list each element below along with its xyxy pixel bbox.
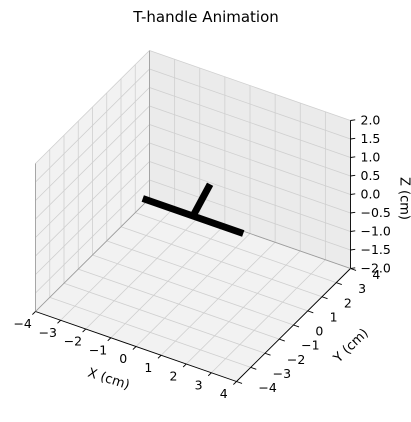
grid-line [149, 87, 351, 158]
x-tick-label: −4 [13, 316, 31, 331]
z-tick-label: 0.5 [361, 168, 381, 183]
z-tick-label: 2.0 [361, 113, 381, 128]
grid-line [63, 282, 266, 354]
y-tick-label: 3 [358, 281, 366, 296]
y-tick [321, 296, 328, 300]
grid-line [35, 179, 150, 294]
grid-line [135, 212, 337, 284]
grid-line [149, 68, 351, 140]
grid-line [149, 105, 351, 177]
x-axis-label: X (cm) [86, 366, 132, 394]
y-tick [250, 366, 257, 370]
x-tick [107, 337, 112, 342]
z-tick [350, 156, 356, 158]
z-tick [350, 174, 356, 177]
y-tick-label: −2 [287, 352, 305, 367]
z-tick-label: −2.0 [361, 261, 391, 276]
x-tick [233, 381, 237, 385]
x-tick [82, 328, 87, 333]
pane-edge [35, 198, 150, 312]
grid-line [78, 268, 280, 340]
y-tick-label: 0 [315, 324, 323, 339]
grid-line [149, 161, 351, 232]
x-tick [57, 319, 61, 324]
x-tick-label: 2 [169, 369, 177, 384]
z-tick-label: −1.0 [361, 224, 391, 239]
t-handle [141, 182, 245, 237]
y-tick [264, 352, 271, 356]
y-tick-label: −1 [301, 338, 319, 353]
z-tick [350, 193, 356, 195]
grid-line [120, 226, 323, 298]
y-tick-label: −3 [273, 366, 291, 381]
y-tick [336, 282, 342, 285]
z-tick [350, 230, 356, 232]
chart-title: T-handle Animation [132, 8, 279, 26]
z-tick-label: −1.5 [361, 242, 391, 257]
grid-line [35, 68, 150, 183]
y-tick [293, 324, 300, 328]
grid-line [35, 124, 150, 238]
grid-line [149, 179, 351, 251]
y-tick-label: −4 [258, 380, 276, 395]
x-tick [182, 363, 187, 368]
y-tick [307, 310, 314, 314]
y-axis-label: Y (cm) [330, 326, 371, 367]
tick-marks [32, 119, 357, 385]
y-tick-label: 1 [330, 309, 338, 324]
x-tick-label: −1 [89, 342, 107, 357]
segment-shaft [189, 182, 214, 218]
x-tick-label: −3 [39, 325, 57, 340]
z-tick [350, 248, 356, 251]
grid-line [35, 105, 150, 220]
x-tick [207, 372, 212, 377]
x-tick [132, 346, 137, 350]
x-tick-label: −2 [64, 334, 82, 349]
grid-line [149, 124, 351, 195]
x-tick-label: 1 [144, 360, 152, 375]
x-tick [32, 311, 36, 315]
z-tick [350, 267, 356, 269]
x-tick-label: 4 [220, 386, 228, 401]
grid-line [106, 240, 308, 312]
grid-line [149, 50, 351, 121]
y-tick-label: 4 [372, 267, 380, 282]
grid-line [49, 296, 251, 368]
y-tick-label: 2 [344, 295, 352, 310]
grid-line [35, 142, 150, 257]
grid-line [35, 161, 150, 275]
z-tick-label: 1.5 [361, 131, 381, 146]
z-axis-label: Z (cm) [397, 177, 411, 220]
y-tick [279, 338, 285, 342]
z-tick [350, 137, 356, 140]
z-tick-label: 0.0 [361, 187, 381, 202]
z-tick [350, 119, 356, 121]
z-tick [350, 211, 356, 214]
x-tick [157, 354, 162, 359]
z-tick-labels: −2.0 −1.5 −1.0 −0.5 0.0 0.5 1.0 1.5 2.0 [361, 113, 391, 276]
grid-line [149, 142, 351, 214]
x-tick-labels: −4 −3 −2 −1 0 1 2 3 4 [13, 316, 227, 401]
x-tick-label: 3 [195, 377, 203, 392]
grid-line [35, 87, 150, 201]
z-tick-label: 1.0 [361, 150, 381, 165]
z-tick-label: −0.5 [361, 205, 391, 220]
grid-line [92, 254, 294, 326]
grid-line [35, 50, 150, 164]
y-tick [236, 381, 243, 384]
x-tick-label: 0 [119, 351, 127, 366]
